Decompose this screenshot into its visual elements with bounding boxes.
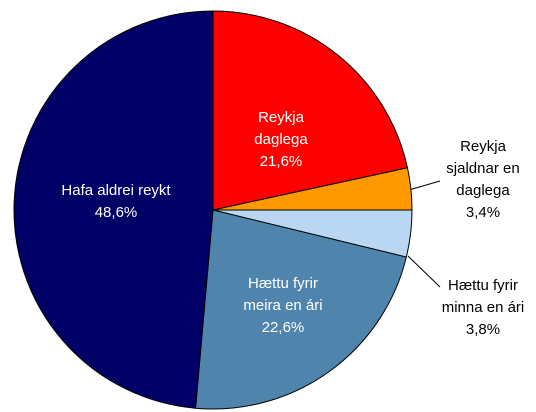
category-label: Reykja sjaldnar en daglega <box>446 138 520 199</box>
pie-slice <box>212 10 409 211</box>
leader-line <box>407 255 441 288</box>
pie-slice <box>194 209 407 410</box>
pie-slice <box>13 10 214 409</box>
category-label: Reykja daglega <box>254 109 308 148</box>
value-label: 21,6% <box>259 153 303 170</box>
slice-label: Hættu fyrir minna en ári 3,8% <box>441 275 525 341</box>
slice-label: Reykja daglega 21,6% <box>241 107 321 173</box>
leader-line <box>408 180 441 191</box>
value-label: 3,8% <box>465 321 501 338</box>
slice-label: Reykja sjaldnar en daglega 3,4% <box>437 136 529 224</box>
category-label: Hættu fyrir meira en ári <box>243 275 323 314</box>
value-label: 22,6% <box>261 319 305 336</box>
value-label: 3,4% <box>465 204 501 221</box>
value-label: 48,6% <box>94 204 138 221</box>
slice-label: Hafa aldrei reykt 48,6% <box>60 180 172 224</box>
slice-label: Hættu fyrir meira en ári 22,6% <box>231 273 335 339</box>
category-label: Hættu fyrir minna en ári <box>441 277 525 316</box>
category-label: Hafa aldrei reykt <box>61 182 171 199</box>
